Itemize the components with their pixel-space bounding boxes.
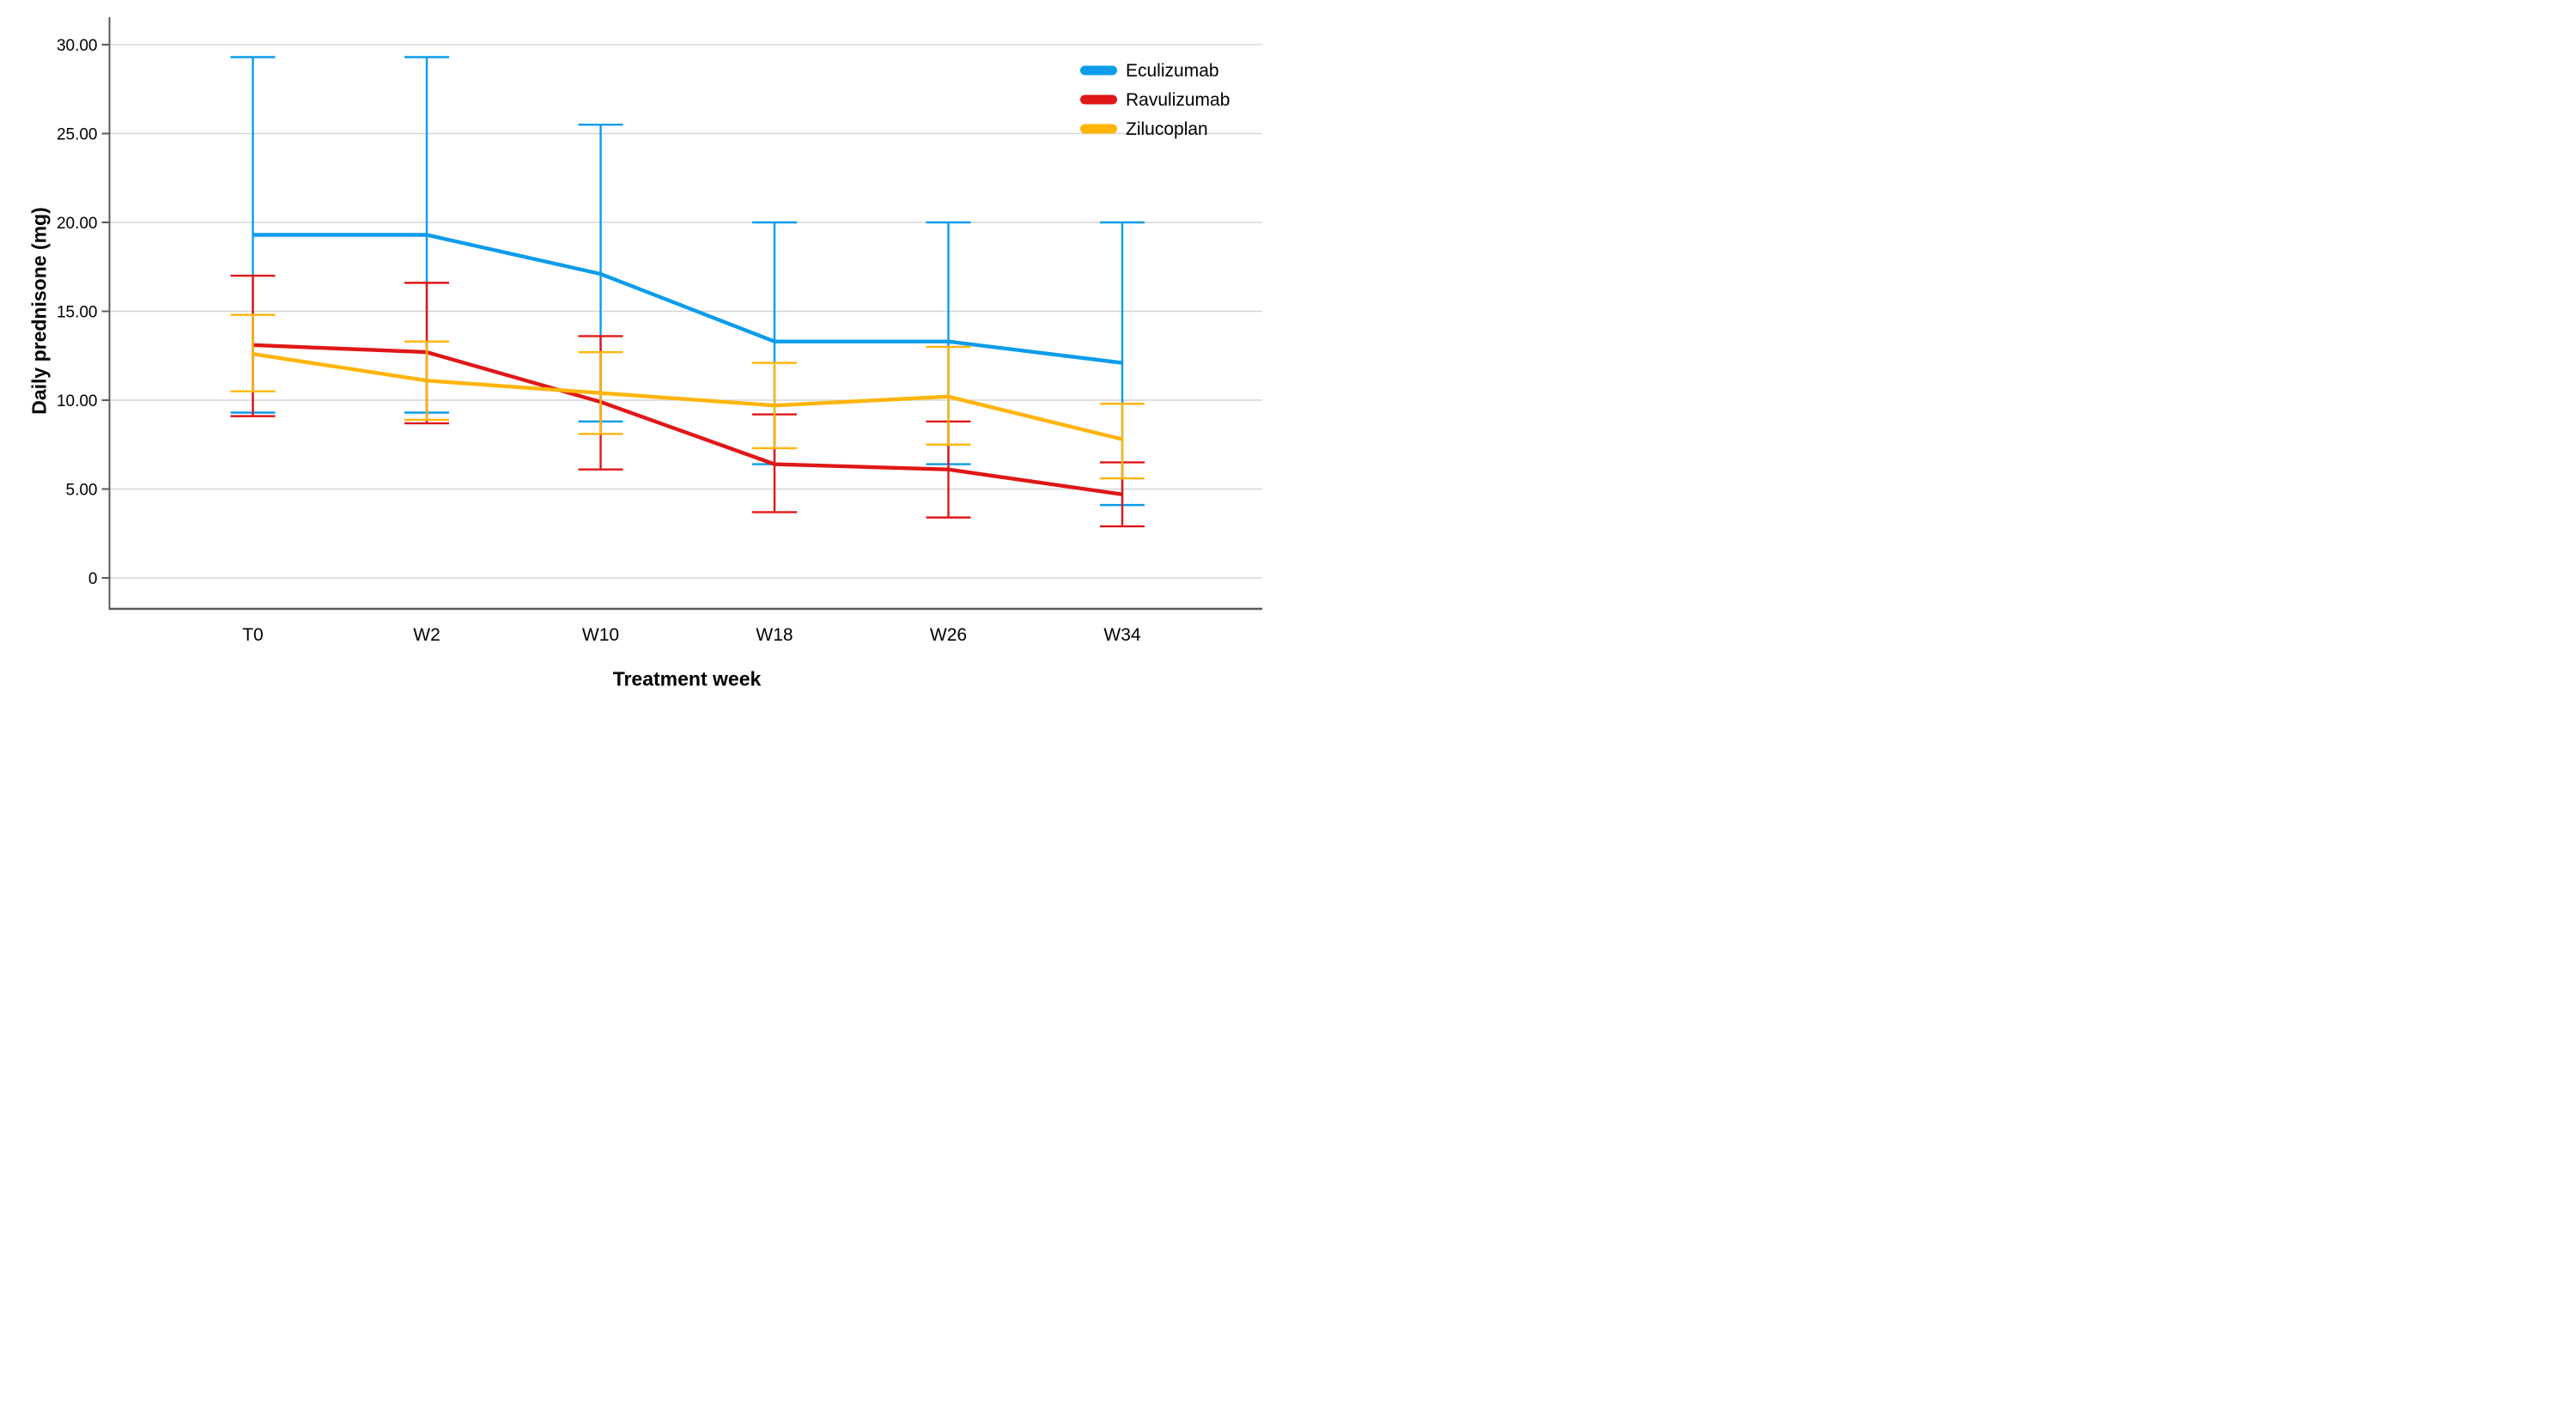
- legend-item-ravulizumab: Ravulizumab: [1080, 90, 1230, 110]
- series-line-ravulizumab: [252, 343, 1123, 496]
- legend-item-zilucoplan: Zilucoplan: [1080, 119, 1208, 139]
- series-zilucoplan: [230, 313, 1145, 480]
- legend: Eculizumab Ravulizumab Zilucoplan: [1080, 61, 1230, 139]
- y-tick-label: 20.00: [57, 215, 98, 233]
- line-chart-figure: 30.00 25.00 20.00 15.00 10.00 5.00 0 T0 W2 W10 W18…: [0, 0, 1288, 702]
- y-tick-label: 0: [88, 570, 98, 588]
- legend-item-eculizumab: Eculizumab: [1080, 61, 1219, 81]
- y-axis-title: Daily prednisone (mg): [27, 207, 51, 415]
- legend-swatch: [1080, 94, 1117, 105]
- error-bars-zilucoplan: [230, 313, 1145, 480]
- x-axis-tick-labels: T0 W2 W10 W18 W26 W34: [242, 625, 1141, 645]
- y-tick-label: 30.00: [57, 37, 98, 55]
- y-tick-label: 25.00: [57, 126, 98, 144]
- y-tick-label: 10.00: [57, 392, 98, 410]
- x-tick-label: W2: [413, 625, 440, 645]
- y-tick-label: 5.00: [66, 482, 98, 500]
- legend-label: Zilucoplan: [1126, 119, 1208, 139]
- x-tick-label: W26: [930, 625, 967, 645]
- y-axis-tick-labels: 30.00 25.00 20.00 15.00 10.00 5.00 0: [57, 37, 98, 588]
- series-eculizumab: [230, 56, 1145, 507]
- x-tick-label: T0: [242, 625, 264, 645]
- legend-label: Eculizumab: [1126, 61, 1219, 81]
- y-tick-label: 15.00: [57, 304, 98, 322]
- legend-swatch: [1080, 124, 1117, 134]
- series-line-eculizumab: [252, 233, 1123, 365]
- x-tick-label: W10: [582, 625, 619, 645]
- x-tick-label: W18: [756, 625, 793, 645]
- x-axis-title: Treatment week: [612, 667, 762, 690]
- legend-swatch: [1080, 65, 1117, 76]
- x-tick-label: W34: [1103, 625, 1141, 645]
- legend-label: Ravulizumab: [1126, 90, 1230, 110]
- error-bars-eculizumab: [230, 56, 1145, 507]
- series-line-zilucoplan: [252, 352, 1123, 441]
- plot-svg: 30.00 25.00 20.00 15.00 10.00 5.00 0 T0 W2 W10 W18…: [57, 17, 1262, 645]
